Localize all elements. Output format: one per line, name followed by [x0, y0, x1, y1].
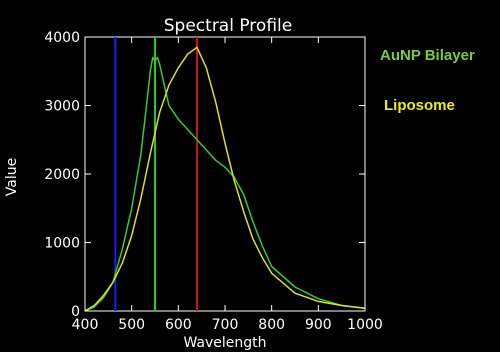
x-tick-label-6: 1000	[347, 317, 383, 333]
series-line-0	[84, 56, 366, 312]
legend-liposome: Liposome	[384, 97, 455, 114]
x-axis-label: Wavelength	[183, 335, 266, 351]
y-tick-label-1: 1000	[44, 236, 80, 252]
y-tick-label-0: 0	[71, 304, 80, 320]
legend-aunp-bilayer: AuNP Bilayer	[380, 47, 475, 64]
reference-lines	[114, 37, 198, 311]
chart-title: Spectral Profile	[164, 16, 292, 36]
plot-frame	[84, 36, 366, 312]
y-tick-label-4: 4000	[44, 30, 80, 46]
series-line-1	[84, 46, 366, 312]
x-tick-label-3: 700	[212, 317, 239, 333]
x-tick-label-1: 500	[118, 317, 145, 333]
x-tick-label-2: 600	[165, 317, 192, 333]
y-axis-label: Value	[4, 158, 20, 196]
x-tick-label-5: 900	[305, 317, 332, 333]
axis-ticks: 400 500 600 700 800 900 1000 0 1000 2000 3000 4000	[44, 30, 382, 333]
y-tick-label-3: 3000	[44, 99, 80, 115]
x-tick-label-0: 400	[72, 317, 99, 333]
x-tick-label-4: 800	[258, 317, 285, 333]
y-tick-label-2: 2000	[44, 167, 80, 183]
series-group	[84, 46, 366, 312]
